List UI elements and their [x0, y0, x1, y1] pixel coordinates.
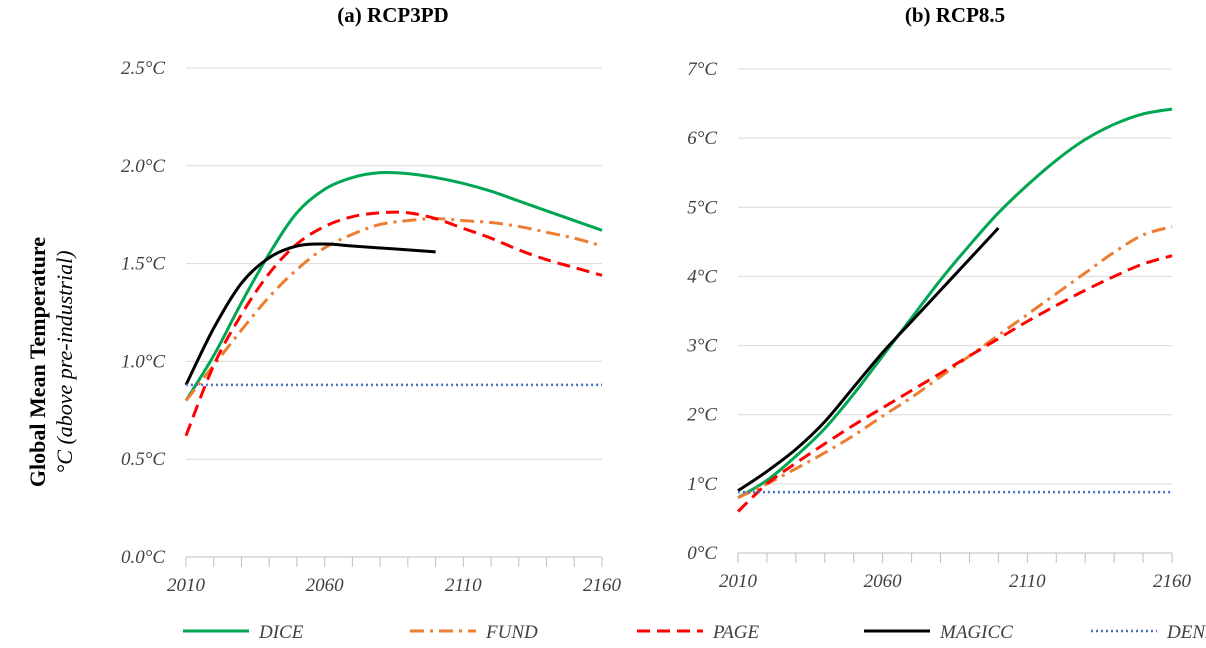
panel-a-title: (a) RCP3PD [337, 3, 448, 27]
y-tick-label: 0.5°C [121, 449, 165, 470]
x-tick-label: 2060 [864, 571, 903, 592]
x-tick-label: 2010 [719, 571, 758, 592]
y-tick-label: 6°C [687, 128, 717, 149]
legend: DICE FUND PAGE MAGICC DENIAL [183, 622, 1206, 643]
panel-a-rcp3pd: (a) RCP3PD 0.0°C 0.5°C 1.0°C 1.5°C 2.0°C 2.5°… [121, 3, 622, 596]
x-tick-label: 2160 [583, 575, 622, 596]
y-tick-label: 1.5°C [121, 254, 165, 275]
series-line-dice [737, 107, 1173, 499]
y-tick-label: 0.0°C [121, 547, 165, 568]
panel-b-gridlines [738, 68, 1172, 554]
panel-a-gridlines [186, 67, 602, 558]
series-line-magicc [184, 242, 436, 386]
y-tick-label: 0°C [687, 543, 717, 564]
x-tick-label: 2060 [306, 575, 345, 596]
panel-b-title: (b) RCP8.5 [905, 3, 1005, 27]
panel-b-rcp85: (b) RCP8.5 0°C 1°C 2°C 3°C 4°C 5°C 6°C 7°C 2010 2… [686, 3, 1191, 592]
y-axis-label-main: Global Mean Temperature [25, 237, 50, 487]
y-tick-label: 2.5°C [121, 58, 165, 79]
y-axis-label-sub: °C (above pre-industrial) [52, 250, 77, 473]
y-tick-label: 2°C [687, 405, 717, 426]
legend-label-dice: DICE [258, 622, 304, 643]
y-tick-label: 3°C [686, 336, 717, 357]
y-tick-label: 1°C [687, 474, 717, 495]
legend-label-denial: DENIAL [1166, 622, 1206, 643]
y-tick-label: 2.0°C [121, 156, 165, 177]
panel-b-ticks: 0°C 1°C 2°C 3°C 4°C 5°C 6°C 7°C 2010 2060 2110 2160 [686, 59, 1191, 592]
legend-label-fund: FUND [485, 622, 538, 643]
legend-label-page: PAGE [712, 622, 759, 643]
series-line-dice [184, 170, 603, 402]
x-tick-label: 2010 [167, 575, 206, 596]
y-tick-label: 4°C [687, 266, 717, 287]
x-tick-label: 2160 [1153, 571, 1192, 592]
panel-a-ticks: 0.0°C 0.5°C 1.0°C 1.5°C 2.0°C 2.5°C 2010 2060 21… [121, 58, 622, 596]
y-axis-label-group: Global Mean Temperature °C (above pre-in… [25, 237, 77, 487]
series-line-magicc [737, 227, 1000, 493]
y-tick-label: 7°C [687, 59, 717, 80]
series-line-page [184, 210, 603, 437]
x-tick-label: 2110 [1009, 571, 1046, 592]
legend-label-magicc: MAGICC [939, 622, 1013, 643]
y-tick-label: 5°C [687, 197, 717, 218]
panel-a-series [184, 170, 603, 437]
panel-b-series [736, 107, 1173, 513]
series-line-page [736, 254, 1173, 513]
y-tick-label: 1.0°C [121, 351, 165, 372]
series-line-fund [184, 217, 603, 402]
x-tick-label: 2110 [445, 575, 482, 596]
